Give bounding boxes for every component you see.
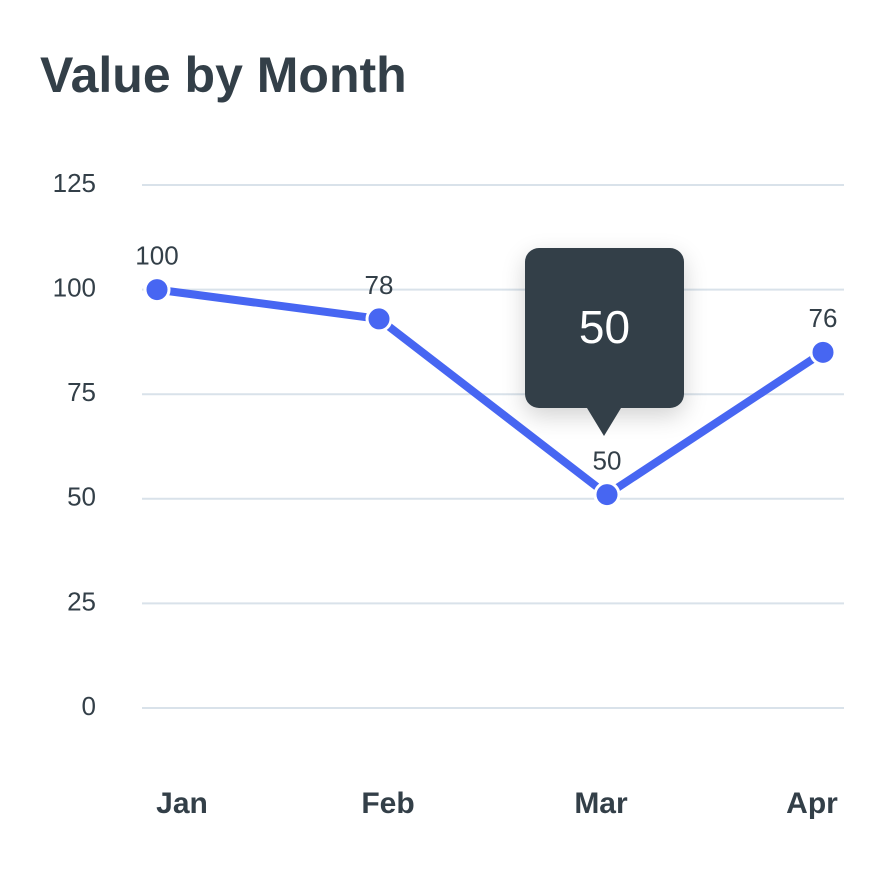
data-label: 76 (809, 303, 838, 333)
data-point[interactable] (809, 338, 837, 366)
y-tick-label: 25 (67, 586, 96, 616)
data-label: 100 (135, 240, 178, 270)
chart-title: Value by Month (40, 47, 407, 103)
series-layer (153, 285, 827, 499)
y-axis: 0 25 50 75 100 125 (53, 168, 96, 721)
x-tick-label: Apr (786, 787, 838, 820)
data-point[interactable] (365, 305, 393, 333)
point-layer (143, 276, 837, 509)
data-label-layer: 100 78 50 76 (135, 240, 837, 475)
x-axis: Jan Feb Mar Apr (156, 787, 838, 820)
grid-layer (142, 184, 844, 709)
data-label: 50 (593, 445, 622, 475)
y-tick-label: 75 (67, 377, 96, 407)
tooltip-value: 50 (578, 301, 631, 353)
data-point[interactable] (593, 481, 621, 509)
x-tick-label: Jan (156, 787, 208, 820)
data-label: 78 (365, 270, 394, 300)
y-tick-label: 100 (53, 272, 96, 302)
tooltip: 50 (525, 248, 684, 436)
y-tick-label: 50 (67, 482, 96, 512)
y-tick-label: 125 (53, 168, 96, 198)
x-tick-label: Mar (574, 787, 628, 820)
data-point[interactable] (143, 276, 171, 304)
series-line (153, 285, 827, 499)
x-tick-label: Feb (361, 787, 414, 820)
y-tick-label: 0 (82, 691, 96, 721)
